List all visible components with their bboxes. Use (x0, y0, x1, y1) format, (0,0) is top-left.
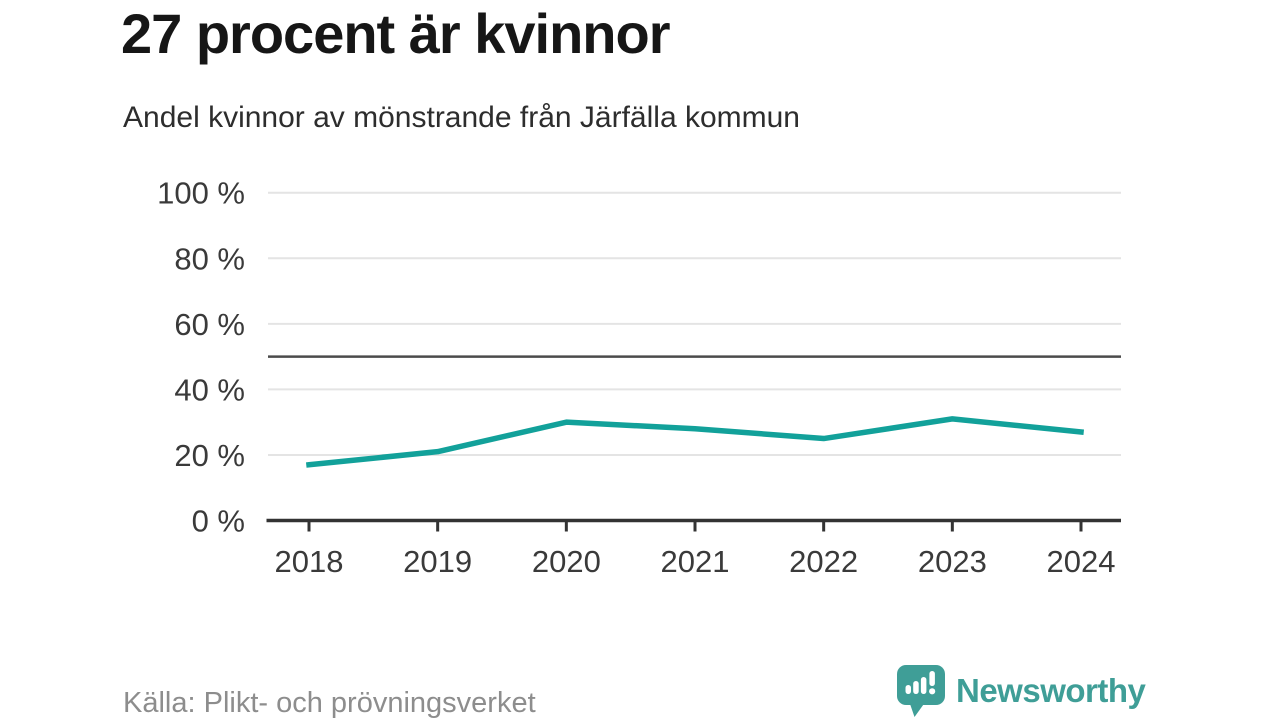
brand-name: Newsworthy (956, 672, 1146, 709)
y-axis-label-80: 80 % (174, 241, 245, 276)
x-axis-label-2022: 2022 (789, 544, 858, 579)
y-axis-label-20: 20 % (174, 438, 245, 473)
newsworthy-logo-icon (897, 665, 945, 717)
brand-logo: Newsworthy (896, 664, 1146, 718)
x-axis-label-2023: 2023 (918, 544, 987, 579)
x-axis-label-2018: 2018 (275, 544, 344, 579)
x-axis-label-2024: 2024 (1047, 544, 1116, 579)
y-axis-label-0: 0 % (192, 504, 245, 539)
y-axis-label-60: 60 % (174, 307, 245, 342)
y-axis-label-40: 40 % (174, 372, 245, 407)
chart-title: 27 procent är kvinnor (121, 2, 671, 65)
source-note: Källa: Plikt- och prövningsverket (123, 687, 536, 719)
x-axis-label-2020: 2020 (532, 544, 601, 579)
series-line-0 (305, 416, 1085, 468)
y-axis-label-100: 100 % (157, 176, 245, 211)
x-axis-label-2021: 2021 (661, 544, 730, 579)
x-axis-label-2019: 2019 (403, 544, 472, 579)
chart-subtitle: Andel kvinnor av mönstrande från Järfäll… (123, 101, 800, 134)
